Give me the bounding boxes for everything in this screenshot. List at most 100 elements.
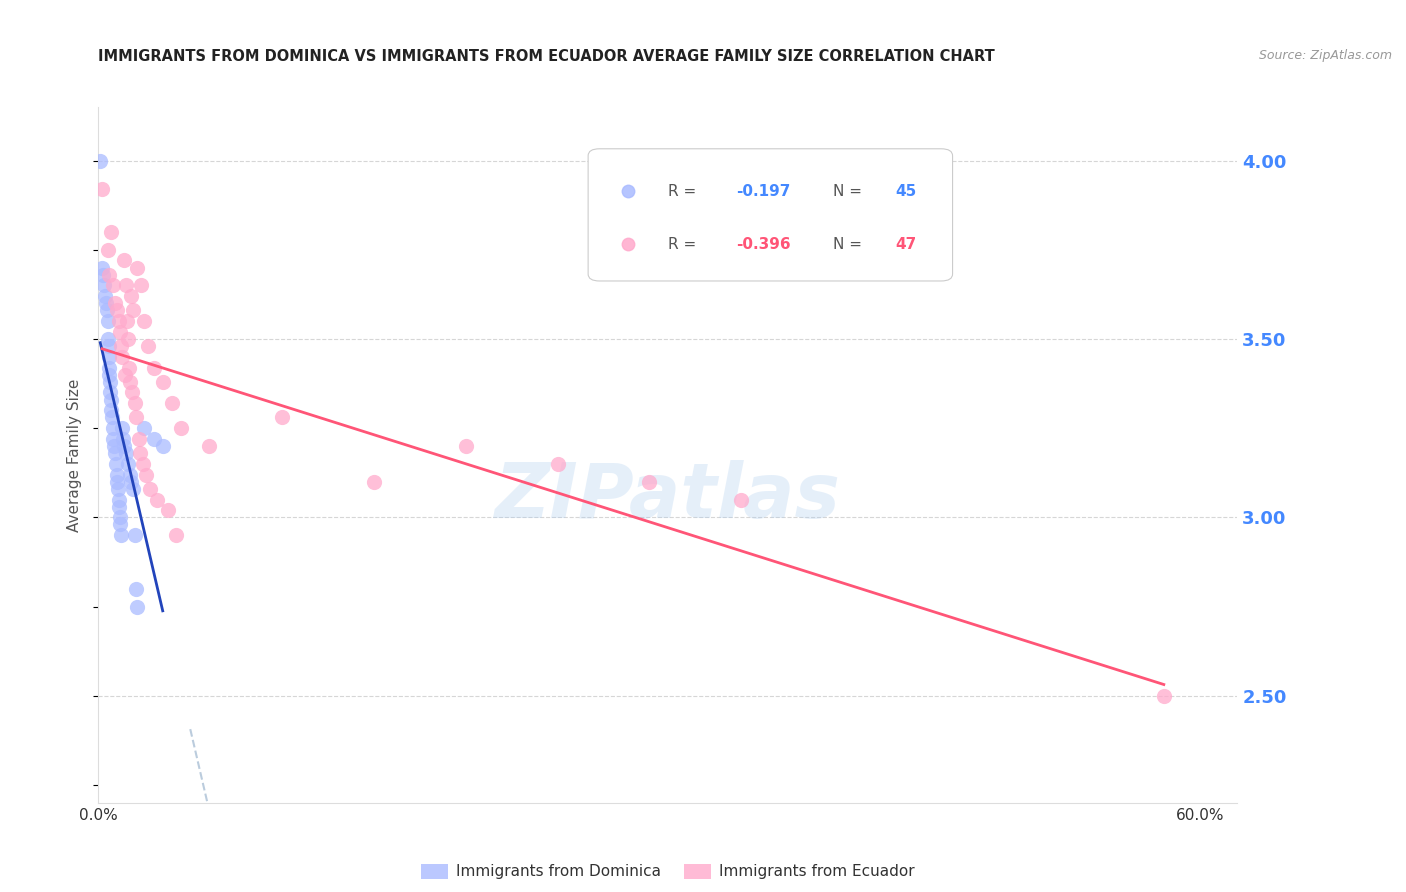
Y-axis label: Average Family Size: Average Family Size bbox=[67, 378, 83, 532]
Point bbox=[125, 260, 148, 275]
Point bbox=[363, 475, 385, 489]
Point bbox=[115, 446, 138, 460]
Point bbox=[97, 339, 120, 353]
Point bbox=[152, 439, 174, 453]
Point bbox=[111, 421, 134, 435]
Point bbox=[131, 457, 153, 471]
Point bbox=[100, 392, 122, 407]
Point bbox=[97, 314, 120, 328]
Point bbox=[134, 421, 156, 435]
Point bbox=[112, 432, 135, 446]
Point bbox=[104, 457, 127, 471]
Point bbox=[118, 360, 141, 375]
Point bbox=[730, 492, 752, 507]
Point bbox=[128, 446, 150, 460]
Point bbox=[110, 517, 132, 532]
Point bbox=[124, 396, 146, 410]
Point bbox=[114, 368, 136, 382]
Point bbox=[135, 467, 157, 482]
Legend: Immigrants from Dominica, Immigrants from Ecuador: Immigrants from Dominica, Immigrants fro… bbox=[415, 857, 921, 886]
Point bbox=[107, 482, 129, 496]
Point bbox=[125, 599, 148, 614]
Point bbox=[91, 268, 114, 282]
Point bbox=[98, 385, 121, 400]
Point bbox=[146, 492, 169, 507]
Point bbox=[100, 225, 122, 239]
Point bbox=[105, 467, 128, 482]
Point bbox=[121, 385, 143, 400]
Point bbox=[125, 410, 148, 425]
Text: 47: 47 bbox=[896, 237, 917, 252]
Point bbox=[160, 396, 183, 410]
Point bbox=[638, 475, 661, 489]
Point bbox=[104, 446, 127, 460]
Point bbox=[125, 582, 148, 596]
Point bbox=[139, 482, 162, 496]
Point bbox=[110, 528, 132, 542]
Point bbox=[98, 375, 121, 389]
Point bbox=[104, 296, 127, 310]
Point bbox=[1153, 689, 1175, 703]
Text: Source: ZipAtlas.com: Source: ZipAtlas.com bbox=[1258, 49, 1392, 62]
Point bbox=[121, 475, 143, 489]
Point bbox=[94, 296, 117, 310]
Point bbox=[197, 439, 219, 453]
Point bbox=[454, 439, 477, 453]
Text: IMMIGRANTS FROM DOMINICA VS IMMIGRANTS FROM ECUADOR AVERAGE FAMILY SIZE CORRELAT: IMMIGRANTS FROM DOMINICA VS IMMIGRANTS F… bbox=[98, 49, 995, 64]
Point bbox=[117, 457, 139, 471]
Point bbox=[111, 350, 134, 364]
Text: ZIPatlas: ZIPatlas bbox=[495, 459, 841, 533]
Point bbox=[124, 528, 146, 542]
Point bbox=[547, 457, 569, 471]
Point bbox=[142, 432, 165, 446]
Point bbox=[110, 325, 132, 339]
Point bbox=[103, 439, 125, 453]
Point bbox=[93, 278, 115, 293]
Point bbox=[100, 403, 122, 417]
Point bbox=[121, 289, 143, 303]
Point bbox=[97, 350, 120, 364]
Point bbox=[105, 475, 128, 489]
Point bbox=[128, 432, 150, 446]
Point bbox=[101, 421, 124, 435]
Point bbox=[110, 339, 132, 353]
Point bbox=[89, 153, 111, 168]
Point bbox=[91, 260, 114, 275]
Point bbox=[134, 314, 156, 328]
Point bbox=[112, 439, 135, 453]
Point bbox=[117, 332, 139, 346]
Point bbox=[122, 303, 145, 318]
Point bbox=[118, 375, 141, 389]
Point bbox=[101, 410, 124, 425]
Point bbox=[101, 432, 124, 446]
Point bbox=[101, 278, 124, 293]
Text: N =: N = bbox=[832, 237, 868, 252]
Point bbox=[97, 243, 120, 257]
Point bbox=[170, 421, 193, 435]
Point bbox=[91, 182, 114, 196]
Point bbox=[115, 278, 138, 293]
Point bbox=[107, 492, 129, 507]
Point bbox=[97, 332, 120, 346]
Point bbox=[94, 289, 117, 303]
Text: N =: N = bbox=[832, 184, 868, 199]
Point bbox=[122, 482, 145, 496]
Text: -0.197: -0.197 bbox=[737, 184, 790, 199]
Point bbox=[118, 467, 141, 482]
Text: 45: 45 bbox=[896, 184, 917, 199]
Point bbox=[107, 314, 129, 328]
Point bbox=[112, 253, 135, 268]
Text: R =: R = bbox=[668, 237, 702, 252]
Point bbox=[142, 360, 165, 375]
Point bbox=[98, 368, 121, 382]
Point bbox=[165, 528, 187, 542]
Point bbox=[115, 314, 138, 328]
Point bbox=[105, 303, 128, 318]
Point bbox=[108, 510, 131, 524]
Point bbox=[107, 500, 129, 514]
Point bbox=[271, 410, 294, 425]
Point bbox=[136, 339, 159, 353]
Text: R =: R = bbox=[668, 184, 702, 199]
Point bbox=[152, 375, 174, 389]
FancyBboxPatch shape bbox=[588, 149, 953, 281]
